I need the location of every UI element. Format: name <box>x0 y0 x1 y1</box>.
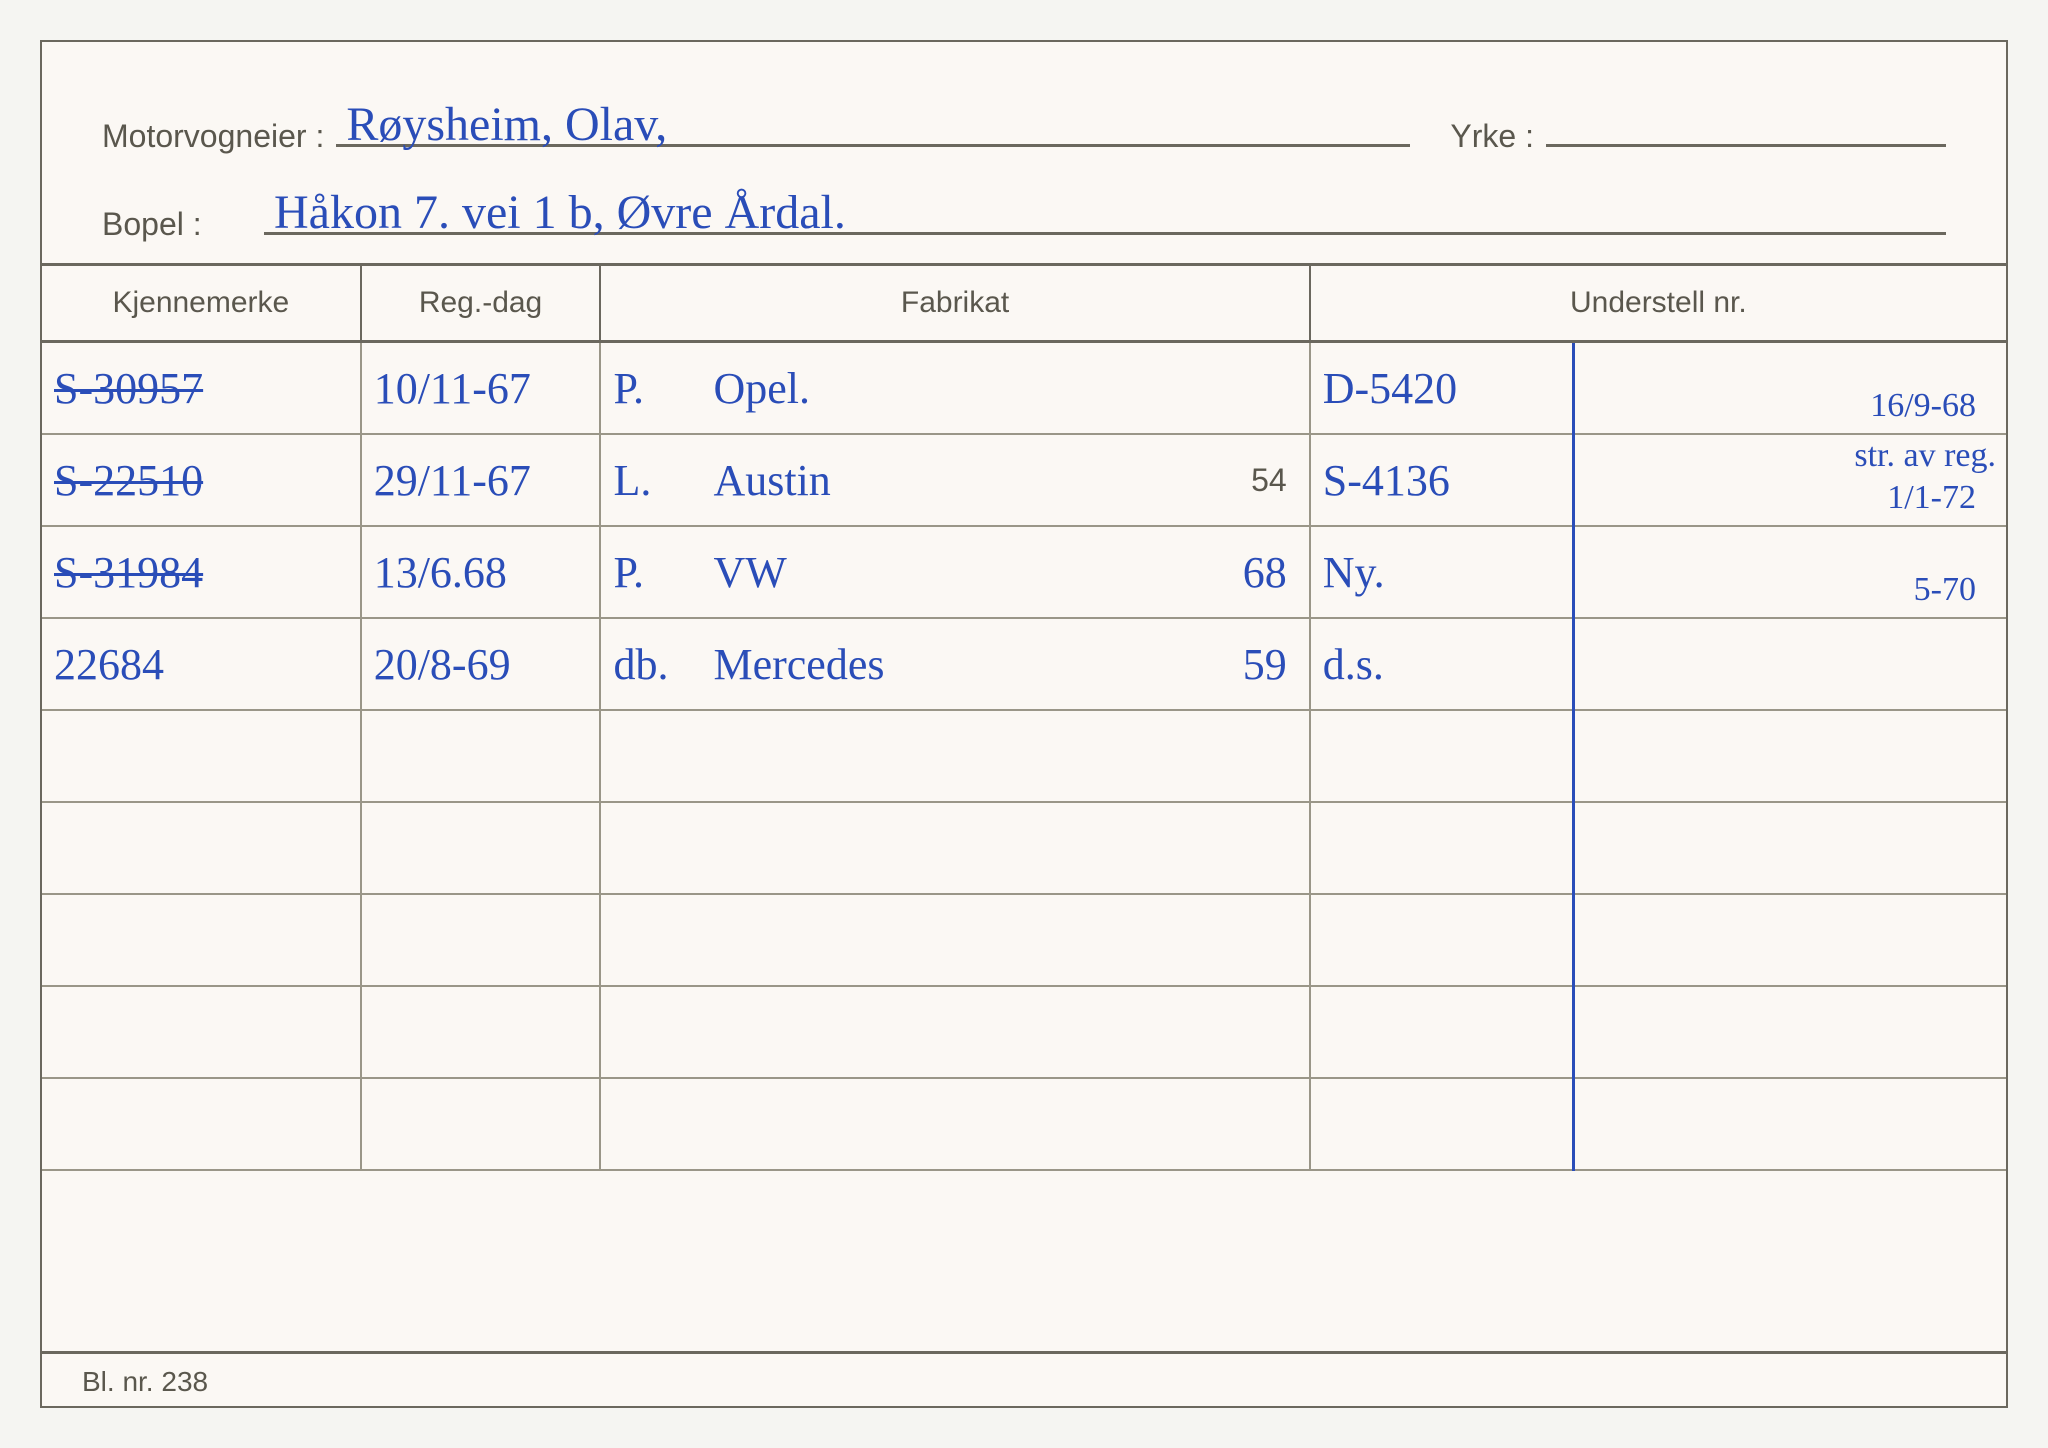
handwritten-vertical-rule <box>1572 343 1575 1171</box>
cell-regdag: 10/11-67 <box>362 343 602 433</box>
kjennemerke-value: 22684 <box>54 639 164 690</box>
regdag-value: 29/11-67 <box>374 455 531 506</box>
understell-note-date: 5-70 <box>1914 571 1976 609</box>
cell-understell: Ny.5-70 <box>1311 527 2006 617</box>
yrke-group: Yrke : <box>1450 92 1946 155</box>
yrke-line <box>1546 92 1946 147</box>
table-row <box>42 895 2006 987</box>
fabrikat-name: VW <box>713 547 1202 598</box>
regdag-value: 10/11-67 <box>374 363 531 414</box>
fabrikat-prefix: P. <box>613 547 673 598</box>
cell-fabrikat <box>601 987 1310 1077</box>
cell-fabrikat <box>601 895 1310 985</box>
cell-kjennemerke: 22684 <box>42 619 362 709</box>
data-rows: S-30957 10/11-67 P. Opel. D-542016/9-68 S-225… <box>42 343 2006 1171</box>
understell-note: str. av reg. <box>1854 437 1996 474</box>
th-kjennemerke: Kjennemerke <box>42 266 362 340</box>
cell-regdag: 29/11-67 <box>362 435 602 525</box>
yrke-label: Yrke : <box>1450 118 1534 155</box>
registration-card: Motorvogneier : Røysheim, Olav, Yrke : B… <box>40 40 2008 1408</box>
fabrikat-year: 59 <box>1243 639 1287 690</box>
cell-kjennemerke: S-31984 <box>42 527 362 617</box>
fabrikat-name: Mercedes <box>713 639 1202 690</box>
footer-area: Bl. nr. 238 <box>42 1351 2006 1406</box>
cell-kjennemerke <box>42 987 362 1077</box>
cell-fabrikat: L. Austin 54 <box>601 435 1310 525</box>
regdag-value: 20/8-69 <box>374 639 511 690</box>
cell-understell <box>1311 895 2006 985</box>
cell-fabrikat: P. Opel. <box>601 343 1310 433</box>
cell-understell: d.s. <box>1311 619 2006 709</box>
regdag-value: 13/6.68 <box>374 547 507 598</box>
cell-kjennemerke: S-22510 <box>42 435 362 525</box>
fabrikat-name: Opel. <box>713 363 1246 414</box>
cell-understell <box>1311 803 2006 893</box>
cell-understell: S-4136str. av reg.1/1-72 <box>1311 435 2006 525</box>
fabrikat-name: Austin <box>713 455 1211 506</box>
owner-row: Motorvogneier : Røysheim, Olav, Yrke : <box>102 92 1946 155</box>
kjennemerke-value: S-30957 <box>54 363 203 414</box>
cell-fabrikat <box>601 711 1310 801</box>
cell-fabrikat <box>601 1079 1310 1169</box>
cell-understell <box>1311 987 2006 1077</box>
table-row <box>42 987 2006 1079</box>
cell-fabrikat: db. Mercedes 59 <box>601 619 1310 709</box>
table-row: S-31984 13/6.68 P. VW 68 Ny.5-70 <box>42 527 2006 619</box>
understell-value: d.s. <box>1323 639 1994 690</box>
table-row: S-2251029/11-67L.Austin54S-4136str. av r… <box>42 435 2006 527</box>
fabrikat-year: 54 <box>1251 462 1287 499</box>
cell-regdag: 20/8-69 <box>362 619 602 709</box>
th-fabrikat: Fabrikat <box>601 266 1310 340</box>
table-row <box>42 803 2006 895</box>
fabrikat-prefix: L. <box>613 455 673 506</box>
fabrikat-year: 68 <box>1243 547 1287 598</box>
table-header-row: Kjennemerke Reg.-dag Fabrikat Understell… <box>42 263 2006 343</box>
th-regdag: Reg.-dag <box>362 266 602 340</box>
table-row <box>42 711 2006 803</box>
cell-kjennemerke <box>42 1079 362 1169</box>
understell-note-date: 1/1-72 <box>1887 479 1976 517</box>
table-row: S-30957 10/11-67 P. Opel. D-542016/9-68 <box>42 343 2006 435</box>
table-row <box>42 1079 2006 1171</box>
owner-value: Røysheim, Olav, <box>346 97 667 152</box>
understell-value: Ny. <box>1323 547 1994 598</box>
kjennemerke-value: S-31984 <box>54 547 203 598</box>
bopel-line: Håkon 7. vei 1 b, Øvre Årdal. <box>264 185 1946 235</box>
cell-understell <box>1311 711 2006 801</box>
cell-understell <box>1311 1079 2006 1169</box>
owner-line: Røysheim, Olav, <box>336 92 1410 147</box>
cell-fabrikat: P. VW 68 <box>601 527 1310 617</box>
cell-regdag <box>362 987 602 1077</box>
form-id: Bl. nr. 238 <box>82 1366 208 1397</box>
bopel-row: Bopel : Håkon 7. vei 1 b, Øvre Årdal. <box>102 185 1946 243</box>
understell-note-date: 16/9-68 <box>1870 387 1976 425</box>
kjennemerke-value: S-22510 <box>54 455 203 506</box>
cell-kjennemerke <box>42 803 362 893</box>
fabrikat-prefix: P. <box>613 363 673 414</box>
cell-kjennemerke <box>42 711 362 801</box>
bopel-value: Håkon 7. vei 1 b, Øvre Årdal. <box>274 185 846 240</box>
owner-label: Motorvogneier : <box>102 118 324 155</box>
cell-regdag <box>362 895 602 985</box>
cell-regdag <box>362 803 602 893</box>
fabrikat-prefix: db. <box>613 639 673 690</box>
cell-kjennemerke: S-30957 <box>42 343 362 433</box>
cell-kjennemerke <box>42 895 362 985</box>
table-row: 22684 20/8-69 db. Mercedes 59 d.s. <box>42 619 2006 711</box>
bopel-label: Bopel : <box>102 206 252 243</box>
table-area: Kjennemerke Reg.-dag Fabrikat Understell… <box>42 263 2006 1171</box>
cell-regdag: 13/6.68 <box>362 527 602 617</box>
cell-understell: D-542016/9-68 <box>1311 343 2006 433</box>
th-understell: Understell nr. <box>1311 266 2006 340</box>
cell-regdag <box>362 1079 602 1169</box>
header-section: Motorvogneier : Røysheim, Olav, Yrke : B… <box>42 42 2006 263</box>
cell-fabrikat <box>601 803 1310 893</box>
cell-regdag <box>362 711 602 801</box>
